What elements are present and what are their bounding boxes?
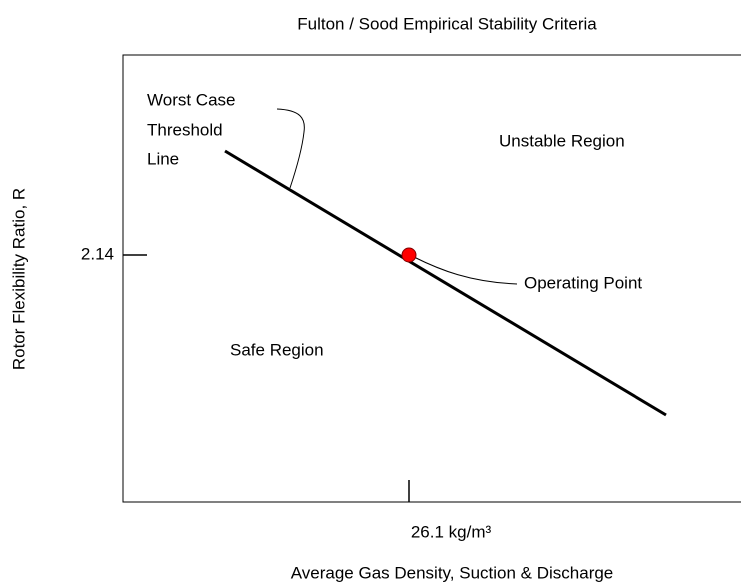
threshold-line bbox=[224, 149, 667, 417]
threshold-label: Worst Case bbox=[147, 90, 236, 109]
plot-frame bbox=[122, 54, 741, 503]
operating-label: Operating Point bbox=[524, 273, 642, 292]
operating-point bbox=[401, 247, 417, 263]
operating-leader bbox=[413, 256, 518, 285]
unstable-label: Unstable Region bbox=[499, 131, 625, 150]
safe-label: Safe Region bbox=[230, 340, 324, 359]
x-axis-label: Average Gas Density, Suction & Discharge bbox=[291, 563, 614, 582]
threshold-label: Threshold bbox=[147, 120, 223, 139]
title: Fulton / Sood Empirical Stability Criter… bbox=[297, 14, 597, 33]
y-axis-label: Rotor Flexibility Ratio, R bbox=[9, 188, 28, 370]
y-tick-label: 2.14 bbox=[81, 244, 114, 263]
threshold-label: Line bbox=[147, 149, 179, 168]
x-tick-label: 26.1 kg/m³ bbox=[411, 522, 492, 541]
threshold-leader bbox=[276, 108, 305, 189]
